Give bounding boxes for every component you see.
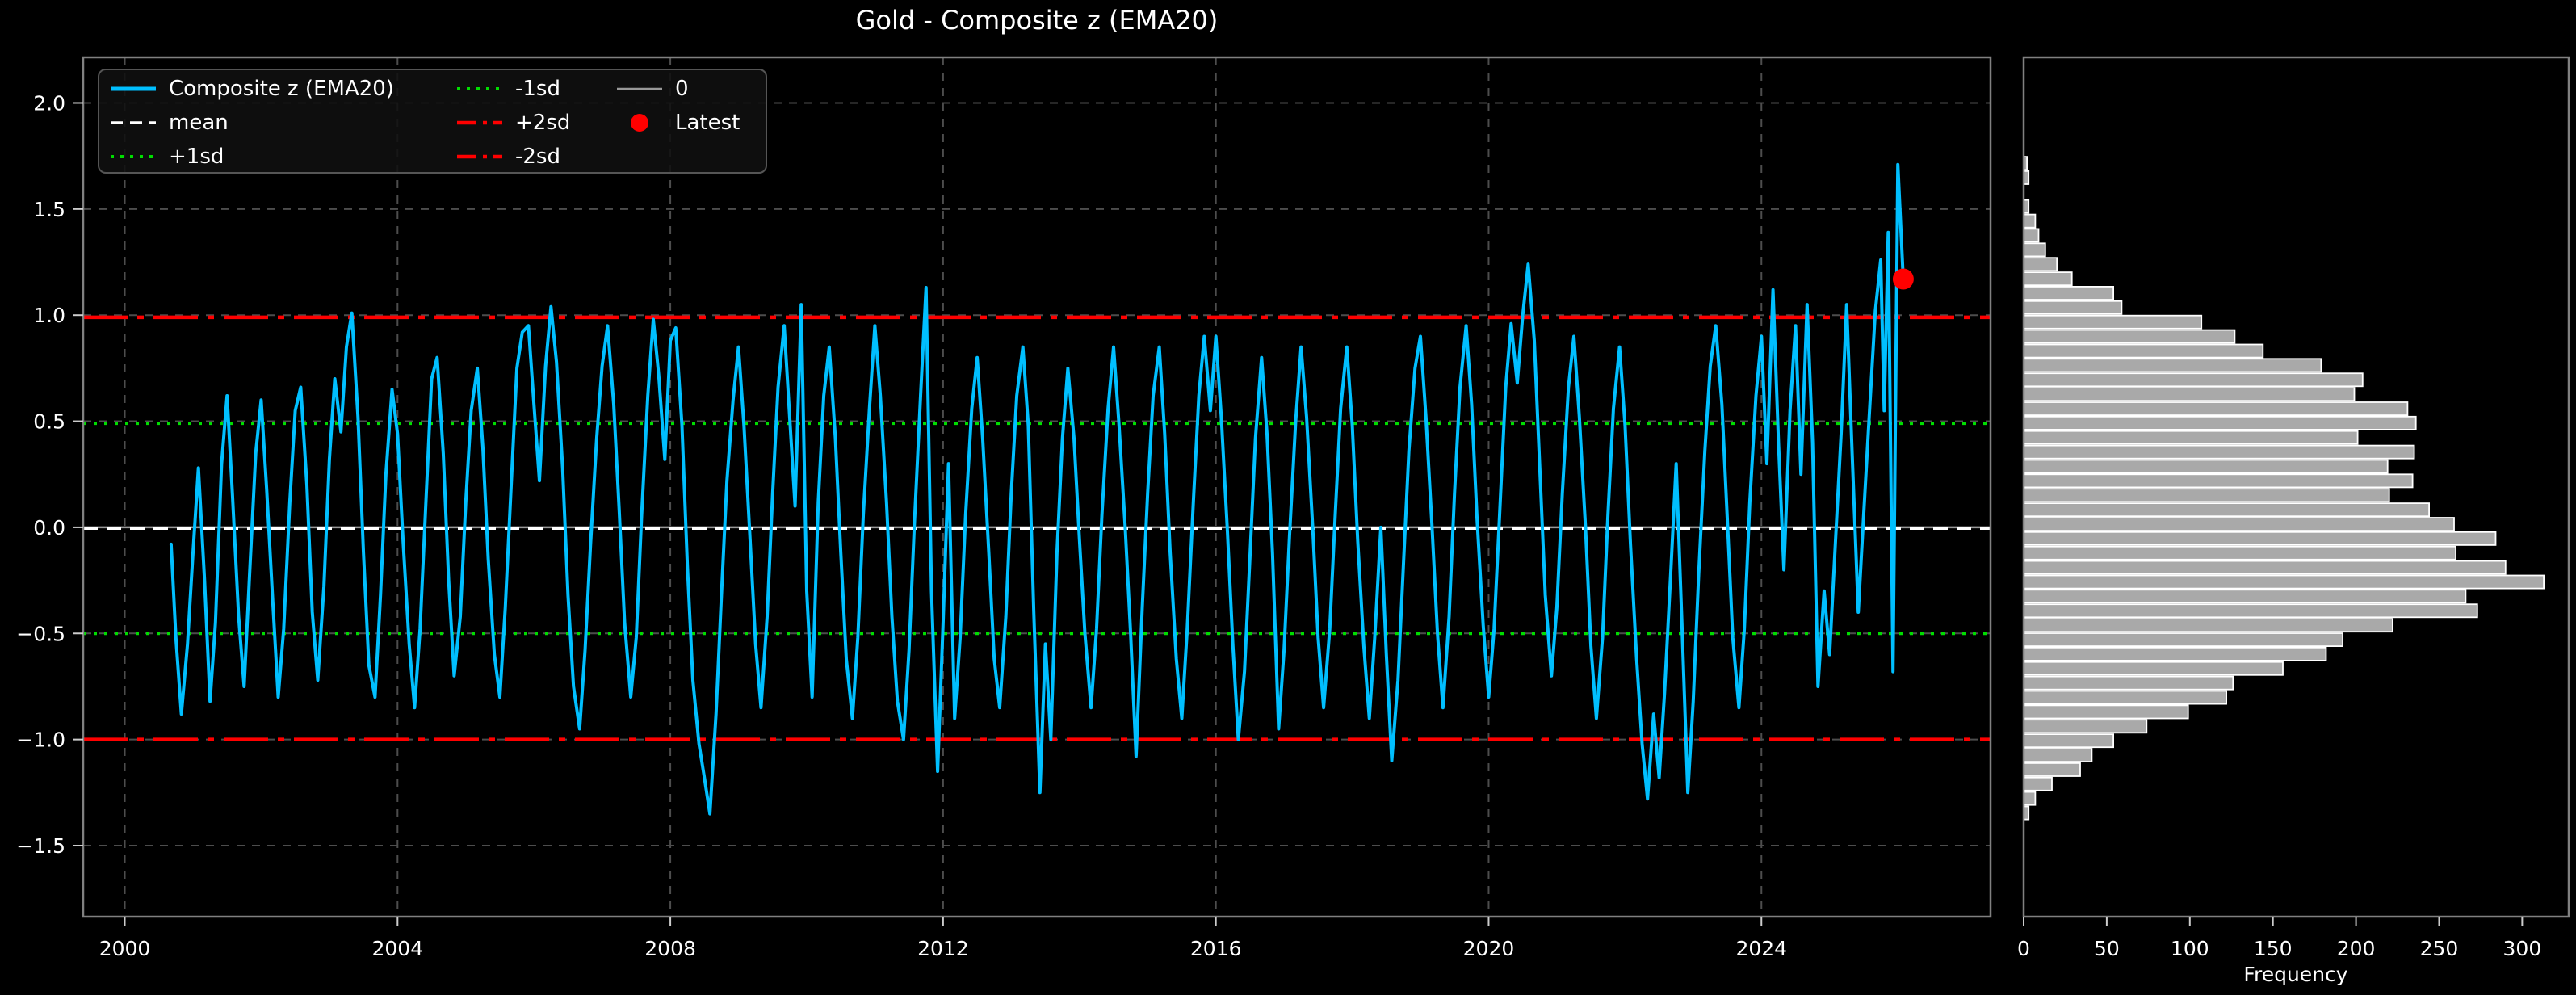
legend-item-zero: 0	[615, 78, 689, 99]
hist-x-tick-label: 300	[2503, 937, 2542, 960]
legend-item-minus2sd: -2sd	[455, 146, 560, 167]
hist-x-tick-label: 100	[2171, 937, 2209, 960]
legend-label: -1sd	[515, 77, 560, 101]
histogram-bar	[2023, 387, 2356, 402]
histogram-bar	[2023, 358, 2322, 373]
histogram-bar	[2023, 762, 2081, 777]
histogram-bar	[2023, 271, 2073, 287]
y-tick-label: −1.5	[16, 834, 65, 858]
legend: Composite z (EMA20) mean +1sd -1sd +2sd	[98, 69, 767, 174]
histogram-bar	[2023, 646, 2327, 661]
histogram-bar	[2023, 401, 2409, 417]
histogram-spines	[2022, 56, 2570, 918]
histogram-bar	[2023, 372, 2364, 388]
histogram-bar	[2023, 675, 2234, 691]
dashdot-line-icon	[457, 154, 502, 159]
legend-item-composite: Composite z (EMA20)	[109, 78, 394, 99]
mean-dashed-line-icon	[111, 121, 156, 124]
hist-x-tick-label: 0	[2017, 937, 2030, 960]
histogram-bar	[2023, 776, 2053, 791]
x-tick-label: 2000	[99, 937, 151, 960]
legend-label: Latest	[675, 111, 740, 135]
y-tick-label: 1.5	[33, 198, 65, 221]
x-tick-label: 2008	[644, 937, 696, 960]
histogram-bar	[2023, 242, 2046, 258]
histogram-bar	[2023, 228, 2040, 243]
histogram-bar	[2023, 285, 2114, 300]
histogram-bar	[2023, 257, 2058, 272]
legend-label: mean	[169, 111, 229, 135]
latest-dot-icon	[631, 114, 648, 132]
frequency-axis-label: Frequency	[2243, 963, 2348, 986]
y-tick-label: −1.0	[16, 728, 65, 752]
legend-item-plus1sd: +1sd	[109, 146, 224, 167]
hist-x-tick-label: 150	[2254, 937, 2293, 960]
legend-label: Composite z (EMA20)	[169, 77, 394, 101]
histogram-bar	[2023, 618, 2393, 633]
histogram-bar	[2023, 560, 2507, 575]
y-tick-label: 0.5	[33, 410, 65, 434]
series-line	[169, 162, 1905, 816]
histogram-bar	[2023, 603, 2478, 619]
histogram-bar	[2023, 531, 2497, 546]
dotted-line-icon	[457, 87, 502, 90]
legend-label: 0	[675, 77, 689, 101]
x-tick-label: 2004	[371, 937, 423, 960]
histogram-bar	[2023, 343, 2264, 359]
dotted-line-icon	[111, 155, 156, 158]
histogram-bar	[2023, 704, 2189, 720]
y-tick-label: 2.0	[33, 91, 65, 115]
legend-label: +2sd	[515, 111, 571, 135]
latest-marker	[1892, 268, 1914, 290]
x-tick-label: 2020	[1463, 937, 1515, 960]
hist-x-tick-label: 200	[2337, 937, 2376, 960]
series-line-icon	[111, 86, 156, 91]
x-tick-label: 2024	[1735, 937, 1787, 960]
histogram-bar	[2023, 589, 2467, 604]
histogram-bar	[2023, 791, 2037, 806]
y-tick-label: 1.0	[33, 304, 65, 327]
dashdot-line-icon	[457, 120, 502, 125]
histogram-bar	[2023, 661, 2284, 676]
histogram-bar	[2023, 444, 2415, 460]
y-tick-label: −0.5	[16, 622, 65, 645]
histogram-bar	[2023, 632, 2344, 648]
hist-x-tick-label: 50	[2094, 937, 2120, 960]
legend-item-latest: Latest	[615, 112, 740, 133]
histogram-bar	[2023, 473, 2414, 489]
histogram-bar	[2023, 314, 2203, 330]
x-tick-label: 2012	[917, 937, 969, 960]
histogram-bar	[2023, 517, 2455, 532]
histogram-bar	[2023, 748, 2093, 763]
x-tick-label: 2016	[1190, 937, 1242, 960]
histogram-bar	[2023, 488, 2390, 503]
legend-label: -2sd	[515, 145, 560, 169]
histogram-bar	[2023, 733, 2114, 749]
legend-item-plus2sd: +2sd	[455, 112, 570, 133]
histogram-bar	[2023, 574, 2545, 590]
histogram-bar	[2023, 459, 2389, 474]
hist-x-tick-label: 250	[2420, 937, 2459, 960]
histogram-bar	[2023, 213, 2037, 229]
histogram-bar	[2023, 690, 2228, 705]
main-axes-spines	[82, 56, 1992, 918]
histogram-bar	[2023, 545, 2456, 560]
legend-item-mean: mean	[109, 112, 229, 133]
histogram-bar	[2023, 502, 2431, 518]
y-tick-label: 0.0	[33, 516, 65, 539]
histogram-bar	[2023, 430, 2359, 445]
histogram-bar	[2023, 719, 2148, 734]
legend-item-minus1sd: -1sd	[455, 78, 560, 99]
histogram-bar	[2023, 329, 2236, 344]
histogram-bar	[2023, 300, 2123, 315]
histogram-bar	[2023, 415, 2417, 430]
chart-title: Gold - Composite z (EMA20)	[855, 5, 1219, 36]
zero-line-icon	[617, 87, 662, 90]
legend-label: +1sd	[169, 145, 224, 169]
